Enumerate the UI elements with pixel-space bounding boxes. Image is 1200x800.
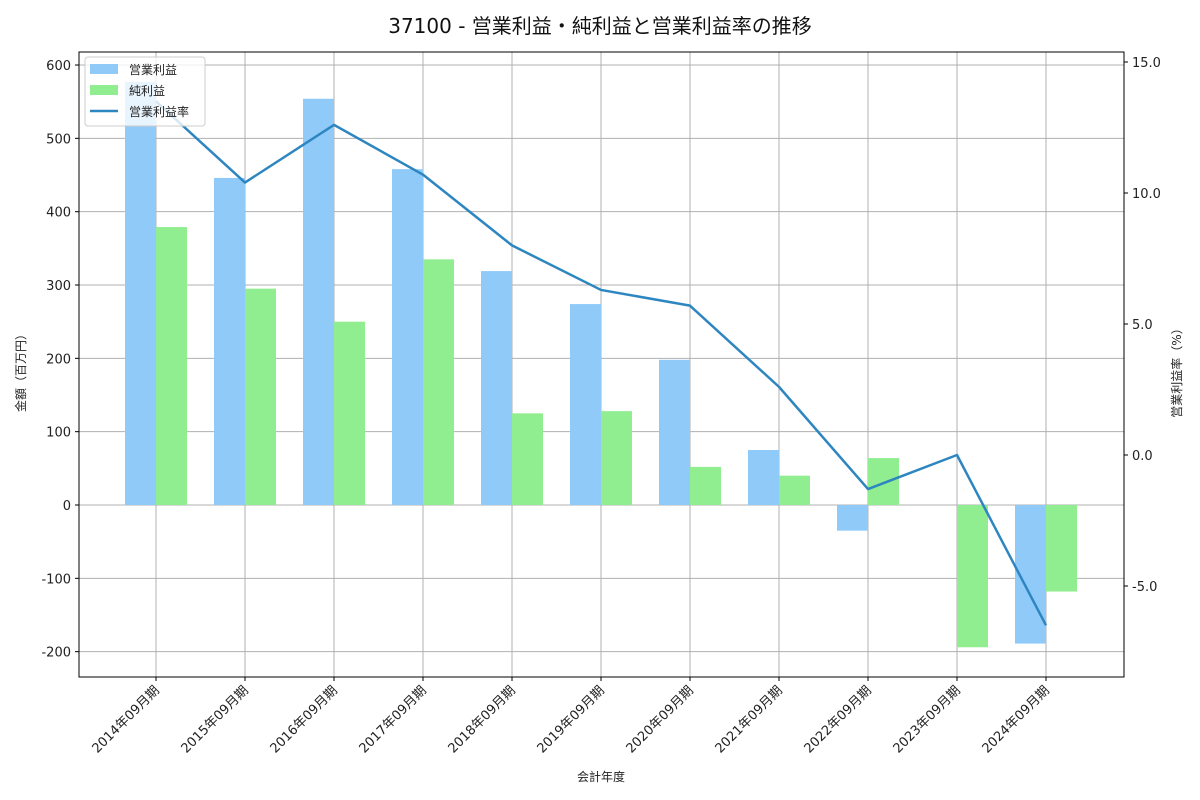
bar-net-profit xyxy=(334,321,365,505)
x-tick-label: 2014年09月期 xyxy=(90,683,163,756)
bar-net-profit xyxy=(779,475,810,505)
right-y-tick-label: -5.0 xyxy=(1132,580,1157,595)
x-tick-label: 2018年09月期 xyxy=(446,683,519,756)
bar-operating-profit xyxy=(659,359,690,505)
y-tick-label: 600 xyxy=(46,59,71,74)
right-y-tick-label: 0.0 xyxy=(1132,449,1153,464)
y-tick-label: 100 xyxy=(46,426,71,441)
x-tick-label: 2023年09月期 xyxy=(891,683,964,756)
svg-text:営業利益: 営業利益 xyxy=(129,63,177,77)
y-tick-label: 0 xyxy=(63,499,71,514)
bar-net-profit xyxy=(512,413,543,505)
right-y-tick-label: 5.0 xyxy=(1132,318,1153,333)
chart-title: 37100 - 営業利益・純利益と営業利益率の推移 xyxy=(388,14,812,38)
y-tick-label: -200 xyxy=(41,646,71,661)
x-tick-label: 2024年09月期 xyxy=(980,683,1053,756)
bar-net-profit xyxy=(957,505,988,648)
left-y-axis: -200 -100 0 100 200 300 400 500 600 xyxy=(41,59,79,661)
y-tick-label: 200 xyxy=(46,352,71,367)
y-tick-label: 500 xyxy=(46,132,71,147)
operating-margin-line xyxy=(155,100,1048,626)
x-axis-label: 会計年度 xyxy=(577,769,625,784)
bar-net-profit xyxy=(423,259,454,505)
y-tick-label: -100 xyxy=(41,572,71,587)
right-y-tick-label: 15.0 xyxy=(1132,56,1161,71)
svg-text:営業利益率: 営業利益率 xyxy=(129,104,189,119)
x-tick-label: 2015年09月期 xyxy=(179,683,252,756)
bar-operating-profit xyxy=(481,271,512,505)
bar-operating-profit xyxy=(392,169,423,505)
right-y-tick-label: 10.0 xyxy=(1132,187,1161,202)
x-tick-label: 2021年09月期 xyxy=(713,683,786,756)
x-tick-label: 2016年09月期 xyxy=(268,683,341,756)
bars xyxy=(125,81,1077,648)
x-tick-label: 2017年09月期 xyxy=(357,683,430,756)
bar-net-profit xyxy=(156,227,187,506)
svg-text:純利益: 純利益 xyxy=(129,84,165,98)
bar-operating-profit xyxy=(125,81,156,506)
y-tick-label: 400 xyxy=(46,206,71,221)
x-axis: 2014年09月期 2015年09月期 2016年09月期 2017年09月期 2018… xyxy=(90,677,1053,757)
bar-net-profit xyxy=(245,288,276,505)
right-y-axis: -5.0 0.0 5.0 10.0 15.0 xyxy=(1124,56,1161,595)
bar-operating-profit xyxy=(837,505,868,531)
bar-net-profit xyxy=(601,411,632,505)
bar-net-profit xyxy=(690,466,721,505)
x-tick-label: 2020年09月期 xyxy=(624,683,697,756)
bar-net-profit xyxy=(1046,505,1077,592)
x-tick-label: 2019年09月期 xyxy=(535,683,608,756)
bar-operating-profit xyxy=(570,304,601,505)
y-axis-label: 金額（百万円） xyxy=(13,328,28,412)
bar-net-profit xyxy=(868,458,899,505)
bar-operating-profit xyxy=(214,177,245,506)
bar-operating-profit xyxy=(303,98,334,505)
bar-operating-profit xyxy=(748,450,779,505)
y-tick-label: 300 xyxy=(46,279,71,294)
x-tick-label: 2022年09月期 xyxy=(802,683,875,756)
right-y-axis-label: 営業利益率（%） xyxy=(1169,322,1184,417)
